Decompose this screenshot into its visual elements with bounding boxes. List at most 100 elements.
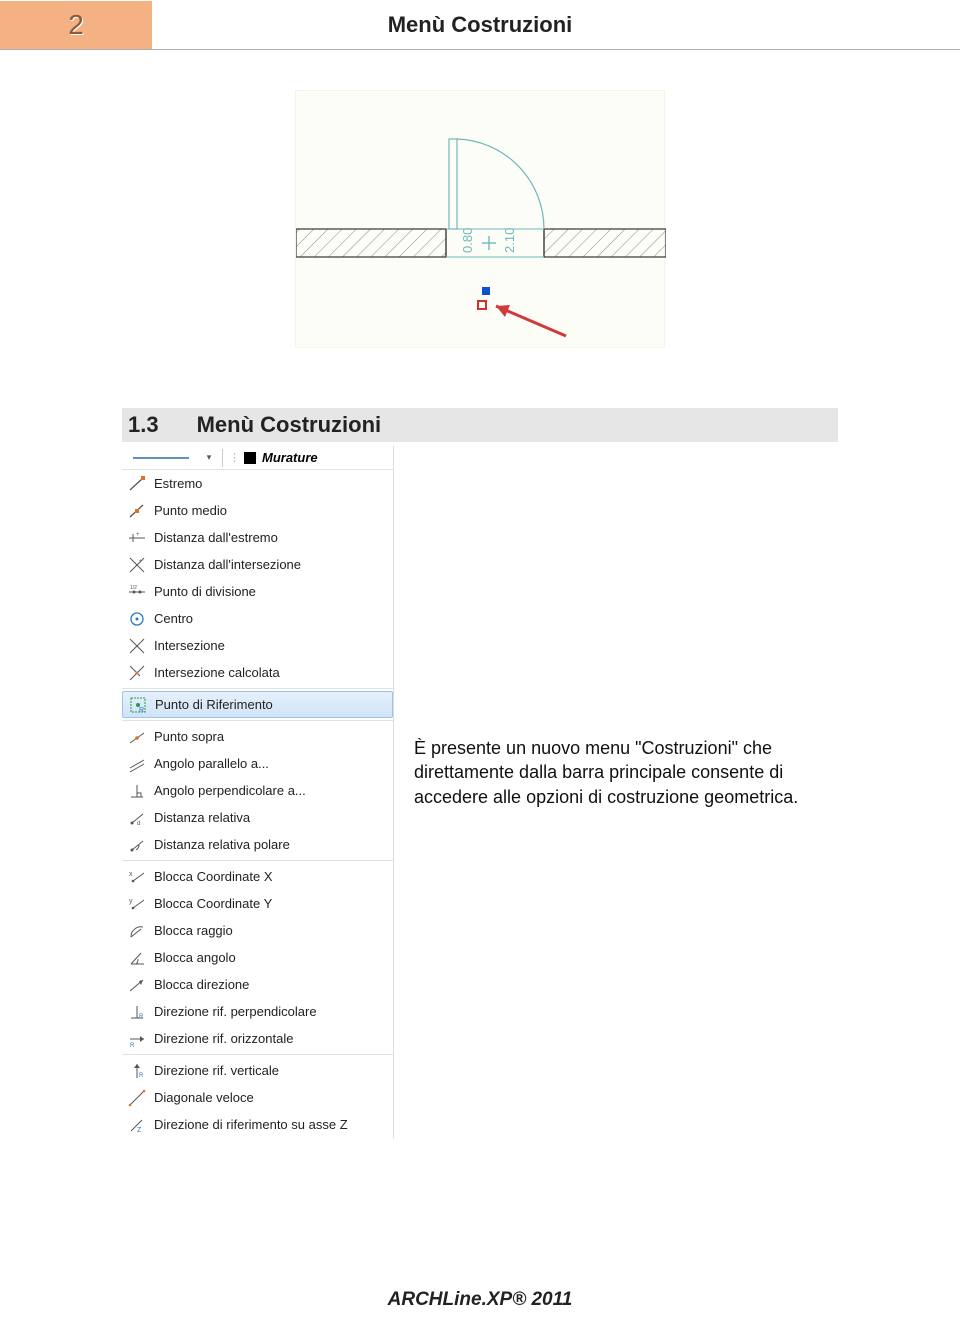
svg-text:y: y xyxy=(129,898,133,905)
menu-item[interactable]: Blocca raggio xyxy=(122,917,393,944)
menu-item[interactable]: RDirezione rif. verticale xyxy=(122,1057,393,1084)
rel-dist-icon: d xyxy=(122,808,152,828)
menu-item[interactable]: Intersezione calcolata xyxy=(122,659,393,686)
menu-item-label: Direzione rif. verticale xyxy=(152,1063,393,1078)
dir-perp-icon: R xyxy=(122,1002,152,1022)
section-number: 1.3 xyxy=(122,412,171,438)
page-number-box: 2 xyxy=(0,1,152,49)
menu-item[interactable]: Estremo xyxy=(122,470,393,497)
menu-item[interactable]: x Blocca Coordinate X xyxy=(122,863,393,890)
menu-divider xyxy=(122,860,393,861)
lock-y-icon: y xyxy=(122,894,152,914)
menu-item-label: Distanza dall'estremo xyxy=(152,530,393,545)
menu-item[interactable]: Intersezione xyxy=(122,632,393,659)
menu-item-label: Estremo xyxy=(152,476,393,491)
menu-item-label: Direzione rif. perpendicolare xyxy=(152,1004,393,1019)
line-style-preview-icon[interactable] xyxy=(126,450,196,466)
rel-polar-icon xyxy=(122,835,152,855)
lock-dir-icon xyxy=(122,975,152,995)
menu-item-label: Distanza relativa xyxy=(152,810,393,825)
dir-horiz-icon: R xyxy=(122,1029,152,1049)
menu-item-label: Punto medio xyxy=(152,503,393,518)
svg-text:d: d xyxy=(137,821,140,827)
menu-item-label: Centro xyxy=(152,611,393,626)
menu-item-label: Direzione rif. orizzontale xyxy=(152,1031,393,1046)
menu-item-label: Punto di divisione xyxy=(152,584,393,599)
section-title: Menù Costruzioni xyxy=(171,412,382,438)
intersect-icon xyxy=(122,636,152,656)
page-header: 2 Menù Costruzioni xyxy=(0,0,960,50)
menu-item-label: Blocca Coordinate X xyxy=(152,869,393,884)
svg-text:R: R xyxy=(139,707,144,714)
menu-item[interactable]: R Punto di Riferimento xyxy=(122,691,393,718)
page-number: 2 xyxy=(68,9,84,41)
svg-text:2.10: 2.10 xyxy=(502,228,517,253)
separator-icon xyxy=(222,449,223,467)
content-row: ▾ ⋮ Murature Estremo Punto medio + Distanza… xyxy=(122,446,838,1138)
intersect-calc-icon xyxy=(122,663,152,683)
dist-int-icon: + xyxy=(122,555,152,575)
menu-item[interactable]: Punto sopra xyxy=(122,723,393,750)
menu-item-label: Punto sopra xyxy=(152,729,393,744)
hero-diagram: 0.80 2.10 xyxy=(295,90,665,348)
point-above-icon xyxy=(122,727,152,747)
menu-list: Estremo Punto medio + Distanza dall'estremo… xyxy=(122,470,393,1138)
menu-item-label: Intersezione calcolata xyxy=(152,665,393,680)
menu-item-label: Intersezione xyxy=(152,638,393,653)
menu-toolbar: ▾ ⋮ Murature xyxy=(122,446,393,470)
menu-item-label: Angolo parallelo a... xyxy=(152,756,393,771)
menu-item[interactable]: 1/2 Punto di divisione xyxy=(122,578,393,605)
line-mid-icon xyxy=(122,501,152,521)
menu-item[interactable]: R Direzione rif. orizzontale xyxy=(122,1025,393,1052)
svg-text:1/2: 1/2 xyxy=(130,585,137,591)
menu-item-label: Distanza relativa polare xyxy=(152,837,393,852)
menu-divider xyxy=(122,688,393,689)
lock-a-icon xyxy=(122,948,152,968)
section-heading: 1.3 Menù Costruzioni xyxy=(122,408,838,442)
menu-item[interactable]: Blocca angolo xyxy=(122,944,393,971)
menu-item[interactable]: Diagonale veloce xyxy=(122,1084,393,1111)
menu-item[interactable]: Angolo parallelo a... xyxy=(122,750,393,777)
color-swatch-icon[interactable] xyxy=(244,452,256,464)
division-icon: 1/2 xyxy=(122,582,152,602)
lock-x-icon: x xyxy=(122,867,152,887)
menu-item[interactable]: Angolo perpendicolare a... xyxy=(122,777,393,804)
menu-item[interactable]: ZDirezione di riferimento su asse Z xyxy=(122,1111,393,1138)
menu-item[interactable]: Blocca direzione xyxy=(122,971,393,998)
menu-item[interactable]: Distanza relativa polare xyxy=(122,831,393,858)
page-title: Menù Costruzioni xyxy=(152,12,960,38)
lock-r-icon xyxy=(122,921,152,941)
dir-z-icon: Z xyxy=(122,1115,152,1135)
menu-item-label: Blocca Coordinate Y xyxy=(152,896,393,911)
menu-item-label: Diagonale veloce xyxy=(152,1090,393,1105)
svg-text:+: + xyxy=(136,532,140,538)
menu-item-label: Distanza dall'intersezione xyxy=(152,557,393,572)
svg-text:x: x xyxy=(129,871,133,878)
menu-item[interactable]: Centro xyxy=(122,605,393,632)
svg-text:0.80: 0.80 xyxy=(460,228,475,253)
line-end-icon xyxy=(122,474,152,494)
menu-item[interactable]: y Blocca Coordinate Y xyxy=(122,890,393,917)
svg-text:R: R xyxy=(139,1014,144,1020)
menu-item[interactable]: d Distanza relativa xyxy=(122,804,393,831)
menu-item-label: Blocca direzione xyxy=(152,977,393,992)
svg-text:R: R xyxy=(130,1043,135,1049)
menu-item[interactable]: R Direzione rif. perpendicolare xyxy=(122,998,393,1025)
dropdown-icon[interactable]: ▾ xyxy=(202,450,216,466)
menu-item-label: Punto di Riferimento xyxy=(153,697,392,712)
menu-item[interactable]: + Distanza dall'intersezione xyxy=(122,551,393,578)
svg-text:+: + xyxy=(139,559,143,565)
menu-divider xyxy=(122,720,393,721)
menu-item-label: Direzione di riferimento su asse Z xyxy=(152,1117,393,1132)
menu-divider xyxy=(122,1054,393,1055)
diag-fast-icon xyxy=(122,1088,152,1108)
dir-vert-icon: R xyxy=(122,1061,152,1081)
menu-item-label: Angolo perpendicolare a... xyxy=(152,783,393,798)
menu-item-label: Blocca angolo xyxy=(152,950,393,965)
menu-item[interactable]: Punto medio xyxy=(122,497,393,524)
center-icon xyxy=(122,609,152,629)
menu-item[interactable]: + Distanza dall'estremo xyxy=(122,524,393,551)
grip-icon: ⋮ xyxy=(229,451,238,464)
angle-par-icon xyxy=(122,754,152,774)
angle-perp-icon xyxy=(122,781,152,801)
